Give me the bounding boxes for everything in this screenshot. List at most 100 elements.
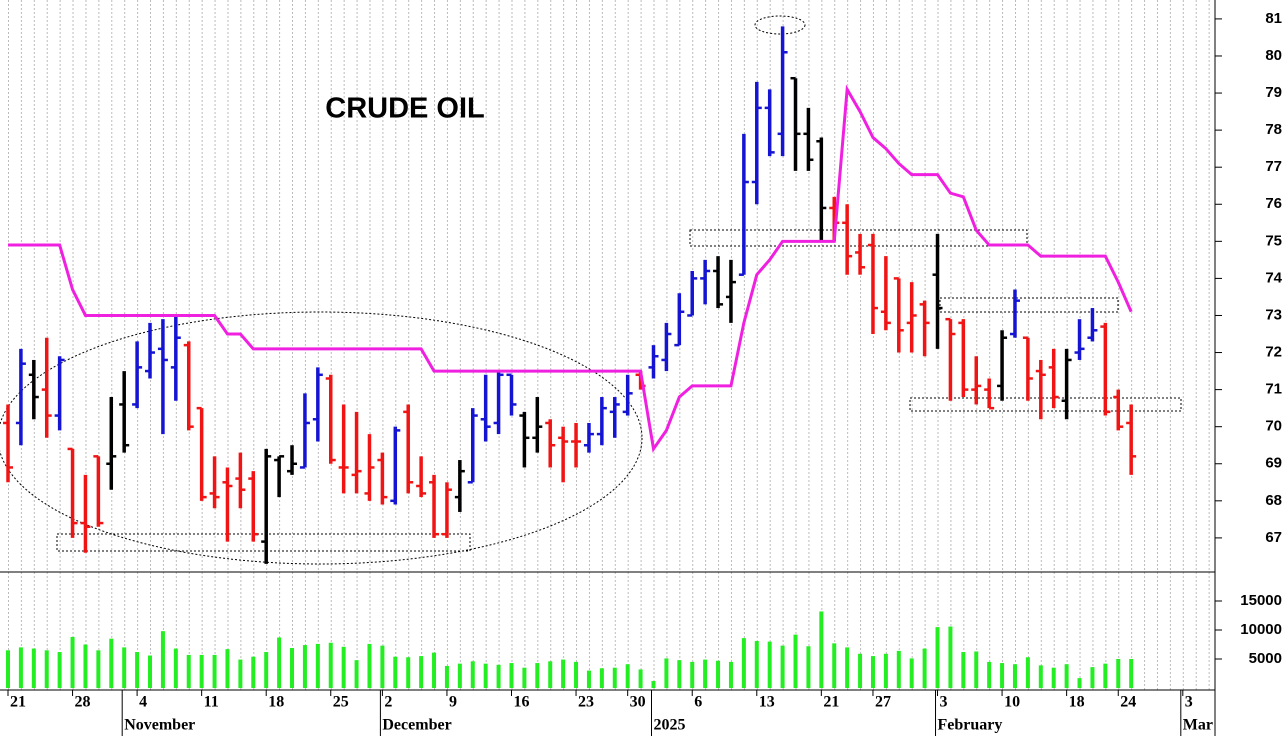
ohlc-bar bbox=[183, 341, 194, 431]
volume-bar bbox=[199, 654, 204, 688]
ohlc-bar bbox=[15, 348, 26, 446]
volume-bar bbox=[354, 660, 359, 688]
ohlc-bar bbox=[480, 374, 491, 442]
volume-bar bbox=[754, 641, 759, 688]
y-tick-label: 79 bbox=[1265, 84, 1282, 101]
ohlc-bar bbox=[674, 293, 685, 347]
ohlc-bar bbox=[54, 356, 65, 431]
volume-bar bbox=[225, 649, 230, 688]
volume-bar bbox=[961, 652, 966, 688]
ohlc-bar bbox=[170, 315, 181, 401]
ohlc-bar bbox=[467, 408, 478, 484]
month-label: Mar bbox=[1183, 717, 1213, 734]
x-tick-label: 3 bbox=[1185, 694, 1193, 711]
x-tick-label: 23 bbox=[578, 694, 594, 711]
y-tick-label: 80 bbox=[1265, 47, 1282, 64]
volume-bar bbox=[741, 638, 746, 688]
volume-bar bbox=[302, 645, 307, 688]
x-tick-label: 18 bbox=[268, 694, 284, 711]
ohlc-bar bbox=[958, 319, 969, 398]
ohlc-bar bbox=[145, 322, 156, 379]
ohlc-bar bbox=[106, 397, 117, 490]
volume-bar bbox=[457, 663, 462, 688]
ohlc-bar bbox=[1074, 319, 1085, 360]
volume-bar bbox=[1012, 664, 1017, 688]
volume-bar bbox=[277, 637, 282, 688]
ohlc-bar bbox=[596, 397, 607, 446]
x-tick-label: 10 bbox=[1004, 694, 1020, 711]
stop-line bbox=[8, 84, 1133, 453]
y-tick-label: 69 bbox=[1265, 455, 1282, 472]
ohlc-bar bbox=[609, 397, 620, 438]
volume-bar bbox=[419, 656, 424, 688]
ohlc-bar bbox=[1035, 359, 1046, 420]
volume-bar bbox=[341, 646, 346, 688]
volume-bar bbox=[57, 652, 62, 688]
ohlc-bar bbox=[377, 452, 388, 505]
x-tick-label: 11 bbox=[204, 694, 219, 711]
ohlc-bar bbox=[287, 445, 298, 475]
volume-bar bbox=[109, 638, 114, 688]
y-tick-label: 73 bbox=[1265, 306, 1282, 323]
ohlc-bar bbox=[945, 317, 956, 401]
ohlc-bar bbox=[28, 359, 39, 420]
volume-bar bbox=[922, 648, 927, 688]
y-tick-label: 72 bbox=[1265, 344, 1282, 361]
ohlc-bar bbox=[493, 371, 504, 435]
x-tick-label: 18 bbox=[1069, 694, 1085, 711]
volume-bar bbox=[664, 658, 669, 688]
x-tick-label: 27 bbox=[875, 694, 891, 711]
volume-bar bbox=[780, 645, 785, 688]
ohlc-bar bbox=[687, 270, 698, 317]
volume-bar bbox=[367, 643, 372, 688]
volume-bar bbox=[599, 668, 604, 688]
volume-bar bbox=[535, 663, 540, 688]
volume-bar bbox=[896, 650, 901, 688]
y-tick-label: 81 bbox=[1265, 10, 1282, 27]
volume-bar bbox=[703, 659, 708, 688]
y-tick-label: 68 bbox=[1265, 492, 1282, 509]
ohlc-bar bbox=[132, 341, 143, 409]
ohlc-bar bbox=[235, 452, 246, 509]
ohlc-bar bbox=[803, 107, 814, 171]
volume-bar bbox=[238, 659, 243, 688]
ohlc-bar bbox=[545, 419, 556, 468]
volume-bar bbox=[148, 655, 153, 688]
ohlc-bar bbox=[1087, 308, 1098, 342]
y-tick-label: 77 bbox=[1265, 158, 1282, 175]
volume-bar bbox=[212, 654, 217, 688]
volume-bar bbox=[432, 652, 437, 688]
ohlc-bar bbox=[222, 467, 233, 542]
volume-bar bbox=[290, 647, 295, 688]
x-tick-label: 9 bbox=[449, 694, 457, 711]
volume-bar bbox=[1129, 659, 1134, 688]
ohlc-bar bbox=[506, 373, 517, 416]
range-ellipse bbox=[0, 311, 643, 565]
ohlc-bar bbox=[648, 345, 659, 379]
ohlc-bar bbox=[713, 256, 724, 309]
volume-bar bbox=[561, 659, 566, 688]
ohlc-bar bbox=[157, 319, 168, 435]
ohlc-bar bbox=[790, 76, 801, 171]
volume-bar bbox=[870, 656, 875, 688]
y-tick-label: 71 bbox=[1265, 381, 1282, 398]
volume-bar bbox=[806, 646, 811, 688]
volume-bar bbox=[883, 653, 888, 688]
volume-bar bbox=[393, 656, 398, 688]
ohlc-bar bbox=[390, 426, 401, 505]
volume-bar bbox=[574, 661, 579, 688]
ohlc-bar bbox=[261, 448, 272, 564]
month-label: December bbox=[382, 717, 451, 734]
ohlc-bar bbox=[971, 356, 982, 405]
volume-bar bbox=[651, 681, 656, 688]
volume-bar bbox=[406, 657, 411, 688]
volume-bar bbox=[987, 661, 992, 688]
ohlc-bar bbox=[429, 474, 440, 538]
ohlc-bar bbox=[583, 422, 594, 453]
volume-bar bbox=[948, 626, 953, 688]
ohlc-bar bbox=[842, 204, 853, 275]
volume-bar bbox=[677, 660, 682, 688]
ohlc-bar bbox=[325, 374, 336, 464]
resistance-box bbox=[939, 297, 1119, 313]
